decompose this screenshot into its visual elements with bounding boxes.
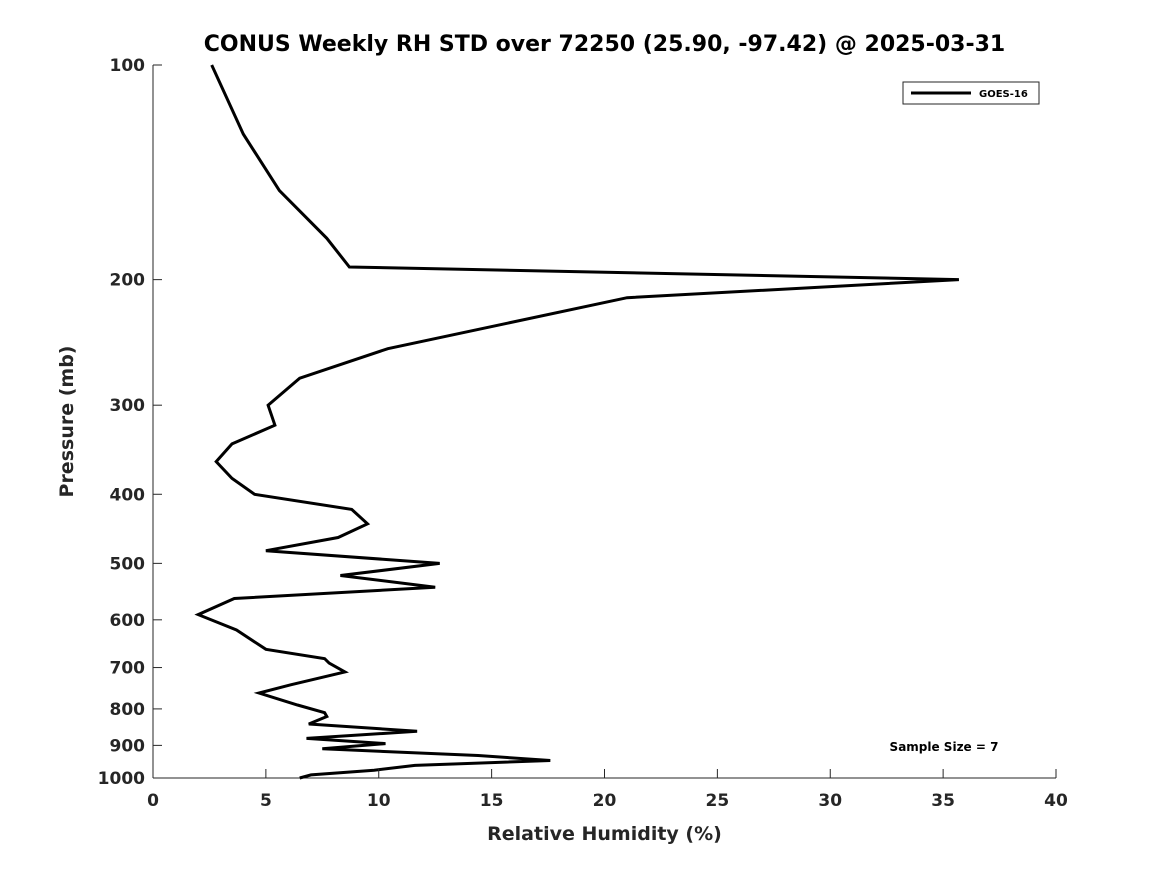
sample-size-annotation: Sample Size = 7 [890, 740, 999, 754]
x-tick-label: 10 [367, 791, 391, 811]
y-tick-label: 500 [110, 554, 146, 574]
y-tick-label: 300 [110, 396, 146, 416]
x-axis-label: Relative Humidity (%) [487, 823, 722, 845]
x-tick-label: 30 [818, 791, 842, 811]
y-tick-label: 700 [110, 659, 146, 679]
y-tick-label: 100 [110, 56, 146, 76]
x-tick-label: 5 [260, 791, 272, 811]
legend-label: GOES-16 [979, 89, 1028, 100]
y-tick-label: 900 [110, 736, 146, 756]
y-tick-label: 400 [110, 485, 146, 505]
x-tick-label: 0 [147, 791, 159, 811]
y-tick-label: 1000 [98, 769, 145, 789]
chart-title: CONUS Weekly RH STD over 72250 (25.90, -… [204, 32, 1005, 57]
y-tick-label: 200 [110, 271, 146, 291]
x-tick-label: 25 [706, 791, 730, 811]
y-tick-label: 800 [110, 700, 146, 720]
series-line-0 [194, 64, 959, 780]
x-tick-label: 35 [931, 791, 955, 811]
x-tick-label: 20 [593, 791, 617, 811]
x-tick-label: 15 [480, 791, 504, 811]
y-tick-label: 600 [110, 611, 146, 631]
y-axis-label: Pressure (mb) [56, 346, 78, 498]
x-tick-label: 40 [1044, 791, 1068, 811]
